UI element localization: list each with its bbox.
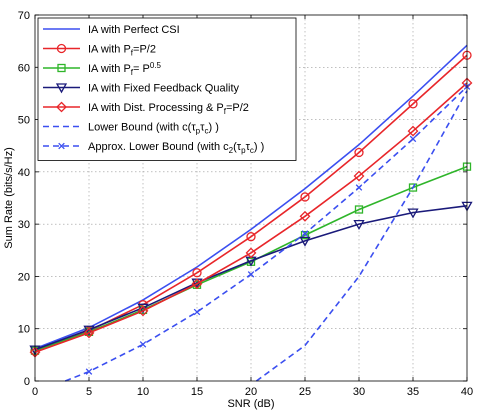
data-point-marker — [246, 232, 256, 242]
legend-item: IA with Perfect CSI — [43, 24, 180, 36]
x-tick-label: 30 — [353, 386, 365, 398]
data-point-marker — [353, 170, 365, 182]
y-tick-label: 0 — [24, 376, 30, 388]
series-0 — [34, 44, 468, 350]
legend-label: Approx. Lower Bound (with c2(τpτc) ) — [88, 141, 264, 155]
data-point-marker — [407, 125, 419, 137]
ticks: 0 5 10 15 20 25 30 35 40 0 10 20 30 40 50 60 70 — [18, 10, 473, 398]
x-tick-label: 15 — [191, 386, 203, 398]
data-point-marker — [299, 210, 311, 222]
data-point-marker — [300, 192, 310, 202]
data-point-marker — [57, 63, 66, 73]
series-4 — [29, 77, 473, 358]
y-tick-label: 30 — [18, 219, 30, 231]
x-tick-label: 25 — [299, 386, 311, 398]
data-point-marker — [408, 183, 418, 192]
data-point-marker — [245, 247, 257, 259]
series-line — [34, 165, 468, 352]
data-point-marker — [85, 368, 93, 375]
data-point-marker — [56, 43, 67, 54]
y-tick-label: 10 — [18, 324, 30, 336]
series-line — [34, 82, 468, 353]
legend-label: IA with Pf= P0.5 — [88, 61, 162, 77]
legend-item: IA with Dist. Processing & Pf=P/2 — [43, 101, 249, 116]
x-tick-label: 10 — [137, 386, 149, 398]
legend-item: IA with Pf=P/2 — [43, 44, 156, 58]
legend-item: IA with Pf= P0.5 — [43, 61, 162, 77]
legend-label: IA with Pf=P/2 — [88, 44, 156, 58]
legend-item: Approx. Lower Bound (with c2(τpτc) ) — [43, 141, 264, 155]
y-tick-label: 50 — [18, 115, 30, 127]
data-point-marker — [55, 83, 68, 94]
data-point-marker — [137, 305, 149, 317]
x-tick-label: 20 — [245, 386, 257, 398]
data-point-marker — [353, 219, 365, 230]
x-tick-label: 5 — [86, 386, 92, 398]
data-point-marker — [407, 208, 419, 219]
legend-box — [37, 17, 297, 161]
y-axis-label: Sum Rate (bits/s/Hz) — [3, 147, 15, 248]
data-point-marker — [299, 236, 311, 247]
data-point-marker — [83, 327, 95, 339]
data-point-marker — [58, 142, 65, 150]
legend-item: Lower Bound (with c(τpτc) ) — [43, 122, 219, 136]
data-point-marker — [300, 230, 310, 240]
y-tick-label: 60 — [18, 62, 30, 74]
series-line — [255, 90, 468, 382]
data-point-marker — [56, 101, 67, 113]
data-point-marker — [354, 205, 364, 214]
data-point-marker — [247, 271, 255, 278]
data-point-marker — [301, 230, 309, 237]
y-tick-label: 70 — [18, 10, 30, 22]
x-tick-label: 35 — [407, 386, 419, 398]
series-line — [34, 44, 468, 350]
legend-item: IA with Fixed Feedback Quality — [43, 83, 240, 95]
series-line — [34, 205, 468, 351]
legend-label: Lower Bound (with c(τpτc) ) — [88, 122, 219, 136]
y-tick-label: 40 — [18, 167, 30, 179]
y-tick-label: 20 — [18, 271, 30, 283]
x-axis-label: SNR (dB) — [227, 398, 274, 410]
data-point-marker — [354, 147, 364, 158]
legend-label: IA with Fixed Feedback Quality — [88, 83, 240, 95]
data-point-marker — [139, 341, 147, 348]
data-point-marker — [408, 99, 418, 109]
data-point-marker — [193, 308, 201, 316]
x-tick-label: 40 — [461, 386, 473, 398]
data-point-marker — [409, 135, 417, 143]
x-tick-label: 0 — [32, 386, 38, 398]
data-point-marker — [191, 278, 203, 290]
legend-label: IA with Dist. Processing & Pf=P/2 — [88, 102, 249, 116]
legend-label: IA with Perfect CSI — [88, 24, 180, 36]
series-5 — [255, 90, 468, 382]
data-point-marker — [355, 184, 363, 191]
data-point-marker — [192, 268, 202, 278]
legend: IA with Perfect CSI IA with Pf=P/2 IA with… — [37, 17, 297, 161]
